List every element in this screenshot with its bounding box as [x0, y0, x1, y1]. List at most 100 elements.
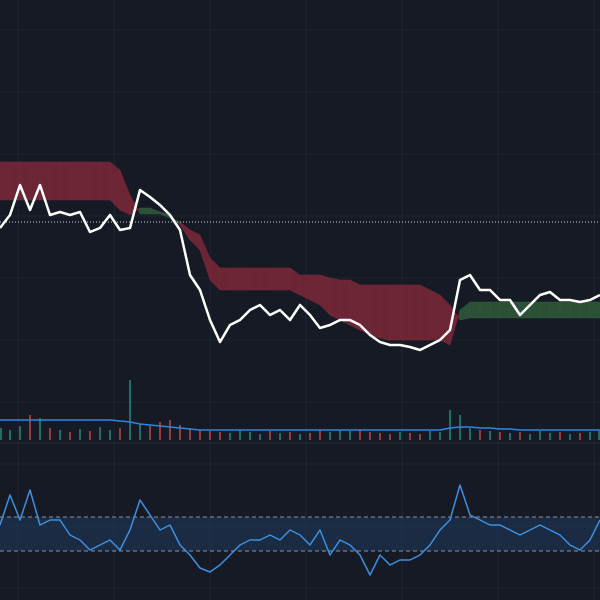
cloud-segment — [279, 267, 291, 291]
volume-bar — [0, 428, 2, 440]
volume-bar — [69, 432, 71, 440]
volume-bar — [259, 434, 261, 440]
volume-bar — [449, 410, 451, 440]
volume-bar — [359, 429, 361, 440]
cloud-segment — [239, 267, 251, 291]
volume-bar — [269, 431, 271, 440]
volume-bar — [549, 433, 551, 440]
volume-bar — [579, 433, 581, 440]
volume-bar — [209, 431, 211, 440]
volume-bar — [29, 415, 31, 440]
cloud-segment — [139, 207, 151, 215]
cloud-segment — [339, 279, 351, 326]
cloud-segment — [569, 301, 581, 319]
cloud-segment — [69, 161, 81, 201]
cloud-segment — [549, 301, 561, 319]
cloud-segment — [489, 301, 501, 319]
volume-bar — [519, 432, 521, 440]
volume-bar — [169, 420, 171, 440]
volume-bar — [369, 432, 371, 440]
volume-bar — [469, 428, 471, 440]
volume-bar — [399, 432, 401, 440]
cloud-segment — [39, 161, 51, 201]
volume-bar — [229, 433, 231, 440]
cloud-segment — [249, 267, 261, 291]
cloud-segment — [539, 301, 551, 319]
volume-bar — [19, 426, 21, 440]
volume-bar — [529, 434, 531, 440]
volume-bar — [89, 431, 91, 440]
volume-bar — [149, 426, 151, 440]
series-line — [0, 419, 600, 431]
volume-bar — [239, 430, 241, 440]
volume-bar — [139, 424, 141, 440]
level-band — [0, 517, 600, 551]
cloud-segment — [49, 161, 61, 201]
cloud-segment — [389, 284, 401, 341]
volume-bar — [109, 430, 111, 440]
cloud-segment — [229, 267, 241, 291]
cloud-segment — [329, 277, 341, 321]
volume-bar — [309, 433, 311, 440]
volume-bar — [159, 422, 161, 440]
volume-bar — [489, 431, 491, 440]
cloud-segment — [9, 161, 21, 201]
cloud-segment — [269, 267, 281, 291]
volume-bar — [439, 432, 441, 440]
volume-bar — [569, 434, 571, 440]
volume-bar — [559, 432, 561, 440]
volume-bar — [379, 433, 381, 440]
series-line — [0, 484, 600, 576]
volume-bar — [189, 428, 191, 440]
cloud-segment — [399, 284, 411, 341]
volume-bar — [289, 432, 291, 440]
cloud-segment — [369, 284, 381, 339]
volume-bar — [9, 430, 11, 440]
volume-bar — [279, 433, 281, 440]
cloud-segment — [479, 301, 491, 319]
cloud-segment — [79, 161, 91, 201]
volume-bar — [249, 432, 251, 440]
volume-bar — [419, 434, 421, 440]
volume-bar — [99, 427, 101, 440]
volume-bar — [129, 380, 131, 440]
volume-bar — [509, 433, 511, 440]
volume-bar — [389, 434, 391, 440]
volume-bar — [479, 430, 481, 440]
volume-bar — [589, 432, 591, 440]
cloud-segment — [89, 161, 101, 201]
cloud-segment — [409, 284, 421, 341]
series-line — [0, 183, 600, 352]
volume-bar — [429, 431, 431, 440]
volume-bar — [49, 428, 51, 440]
volume-bar — [199, 430, 201, 440]
cloud-segment — [59, 161, 71, 201]
volume-bar — [79, 429, 81, 440]
cloud-segment — [589, 301, 600, 319]
cloud-segment — [499, 301, 511, 319]
volume-bar — [39, 418, 41, 440]
volume-bar — [349, 431, 351, 440]
cloud-segment — [379, 284, 391, 341]
volume-bar — [539, 431, 541, 440]
cloud-segment — [559, 301, 571, 319]
volume-bar — [319, 431, 321, 440]
cloud-segment — [469, 301, 481, 319]
cloud-segment — [219, 267, 231, 291]
volume-bar — [299, 434, 301, 440]
cloud-segment — [99, 161, 111, 201]
volume-bar — [598, 431, 600, 440]
volume-bar — [179, 425, 181, 440]
volume-bar — [339, 430, 341, 440]
volume-bar — [409, 433, 411, 440]
cloud-segment — [429, 289, 441, 341]
cloud-segment — [579, 301, 591, 319]
cloud-segment — [0, 161, 11, 201]
cloud-segment — [419, 284, 431, 341]
cloud-segment — [259, 267, 271, 291]
volume-bar — [499, 432, 501, 440]
volume-bar — [329, 432, 331, 440]
